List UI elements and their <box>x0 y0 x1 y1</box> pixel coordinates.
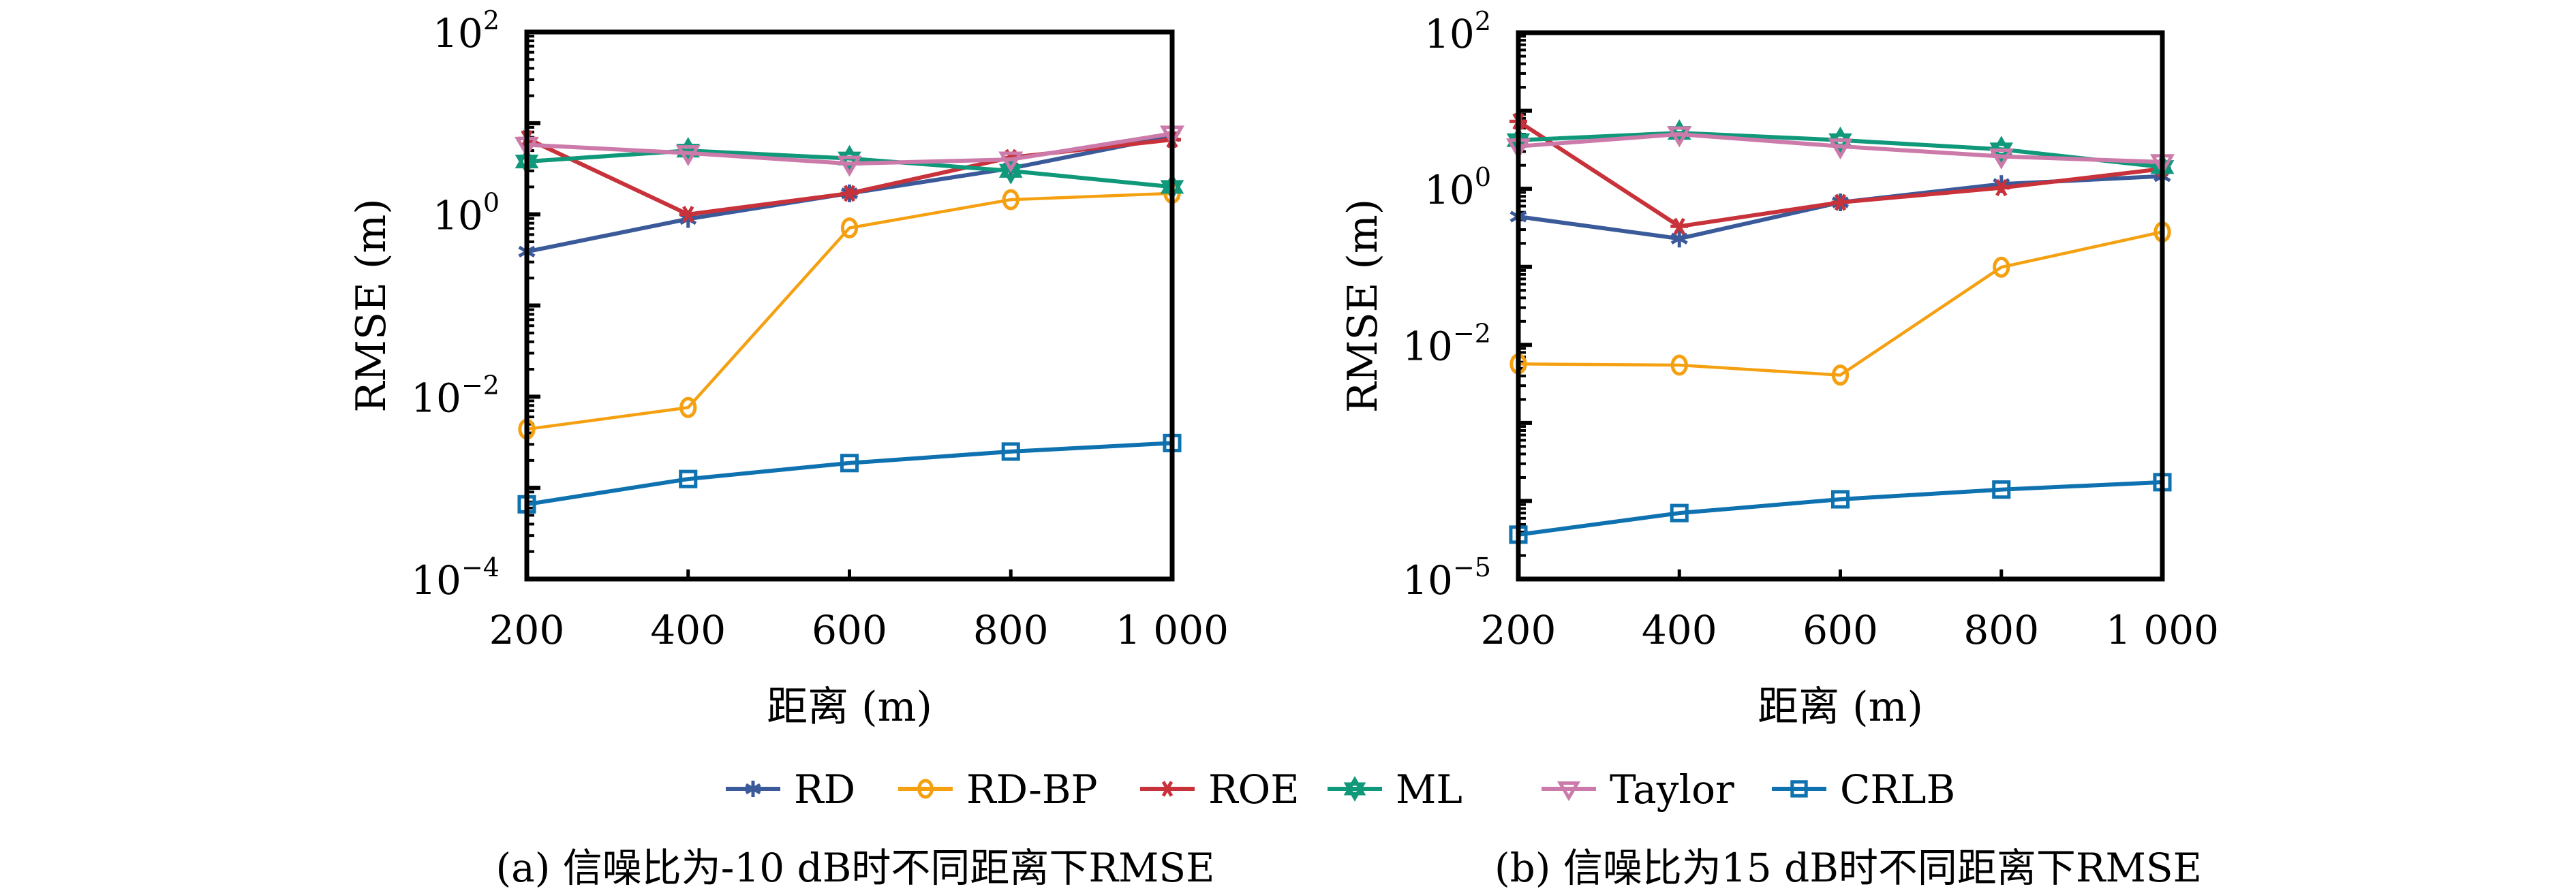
series-rd-bp <box>518 183 1181 440</box>
legend-label: RD-BP <box>966 766 1098 813</box>
data-point-crlb <box>1001 442 1020 461</box>
series-rd-bp <box>1509 221 2171 386</box>
legend-label: ML <box>1396 766 1462 813</box>
plot-frame <box>1516 30 2165 582</box>
series-line-crlb <box>1518 480 2163 537</box>
caption-b: (b) 信噪比为15 dB时不同距离下RMSE <box>1494 845 2202 891</box>
data-point-taylor <box>1828 138 1853 160</box>
data-point-taylor <box>998 151 1024 173</box>
data-point-rd-bp <box>1831 364 1850 386</box>
series-line-taylor <box>526 131 1173 166</box>
legend-item-roe: ROE <box>1140 766 1300 813</box>
data-point-roe <box>840 185 859 202</box>
legend-label: RD <box>794 766 855 813</box>
legend-label: ROE <box>1208 766 1300 813</box>
x-axis-label: 距离 (m) <box>767 683 932 731</box>
legend-label: Taylor <box>1610 766 1734 813</box>
x-tick-label: 400 <box>650 607 726 653</box>
data-point-rd-bp <box>1993 256 2010 278</box>
data-point-crlb <box>1830 490 1850 509</box>
x-tick-label: 600 <box>1803 607 1878 653</box>
y-tick-label: 10−5 <box>1402 552 1491 604</box>
data-point-rd-bp <box>1002 189 1019 210</box>
data-point-roe <box>679 206 697 223</box>
x-tick-label: 400 <box>1642 607 1717 653</box>
data-point-taylor <box>837 155 862 177</box>
y-tick-label: 100 <box>433 188 500 239</box>
x-tick-label: 1 000 <box>2106 607 2219 653</box>
series-crlb <box>1509 473 2172 544</box>
data-point-crlb <box>840 454 859 473</box>
legend-marker-rd-bp <box>917 779 934 799</box>
data-point-roe <box>1831 193 1850 211</box>
data-point-taylor <box>1667 126 1692 148</box>
series-line-rd-bp <box>526 191 1173 431</box>
data-point-rd <box>1670 230 1688 248</box>
data-point-crlb <box>1992 480 2011 499</box>
caption-a: (a) 信噪比为-10 dB时不同距离下RMSE <box>496 845 1215 891</box>
data-point-taylor <box>675 145 701 166</box>
legend-marker-rd <box>745 781 761 797</box>
data-point-taylor <box>1989 148 2014 170</box>
series-crlb <box>517 433 1182 514</box>
data-point-ml <box>998 157 1023 185</box>
y-axis-label: RMSE (m) <box>348 198 395 412</box>
x-tick-label: 1 000 <box>1116 607 1229 653</box>
series-line-crlb <box>526 441 1173 507</box>
y-tick-label: 100 <box>1424 162 1491 213</box>
y-tick-label: 10−2 <box>1402 318 1491 369</box>
data-point-crlb <box>1670 503 1689 522</box>
y-tick-label: 10−4 <box>411 552 500 604</box>
y-tick-label: 102 <box>433 5 500 57</box>
series-ml <box>1506 119 2175 181</box>
data-point-rd-bp <box>1670 354 1688 376</box>
legend-marker-taylor <box>1557 781 1580 802</box>
x-axis-label: 距离 (m) <box>1758 683 1923 731</box>
data-point-rd-bp <box>679 396 697 418</box>
plot-frame <box>524 29 1175 582</box>
data-point-roe <box>1992 179 2010 197</box>
legend-marker-crlb <box>1790 780 1808 798</box>
series-line-rd-bp <box>1518 230 2163 377</box>
x-tick-label: 200 <box>489 607 565 653</box>
x-tick-label: 600 <box>812 607 887 653</box>
legend-marker-ml <box>1343 776 1366 802</box>
legend-marker-roe <box>1159 781 1176 797</box>
x-tick-label: 800 <box>1963 607 2039 653</box>
legend: RD RD-BP ROE ML Taylor CRLB <box>726 766 1955 813</box>
legend-item-rd-bp: RD-BP <box>898 766 1098 813</box>
series-roe <box>1509 112 2171 235</box>
y-tick-label: 10−2 <box>411 370 500 421</box>
data-point-rd-bp <box>840 217 859 239</box>
y-axis-label: RMSE (m) <box>1339 199 1387 413</box>
data-point-roe <box>1670 217 1689 235</box>
series-line-taylor <box>1518 132 2163 164</box>
x-tick-label: 200 <box>1481 607 1557 653</box>
x-tick-label: 800 <box>973 607 1049 653</box>
data-point-crlb <box>679 469 698 488</box>
legend-item-rd: RD <box>726 766 855 813</box>
legend-item-ml: ML <box>1328 766 1462 813</box>
legend-item-taylor: Taylor <box>1542 766 1734 813</box>
legend-item-crlb: CRLB <box>1772 766 1955 813</box>
y-tick-label: 102 <box>1424 6 1491 57</box>
legend-label: CRLB <box>1840 766 1955 813</box>
